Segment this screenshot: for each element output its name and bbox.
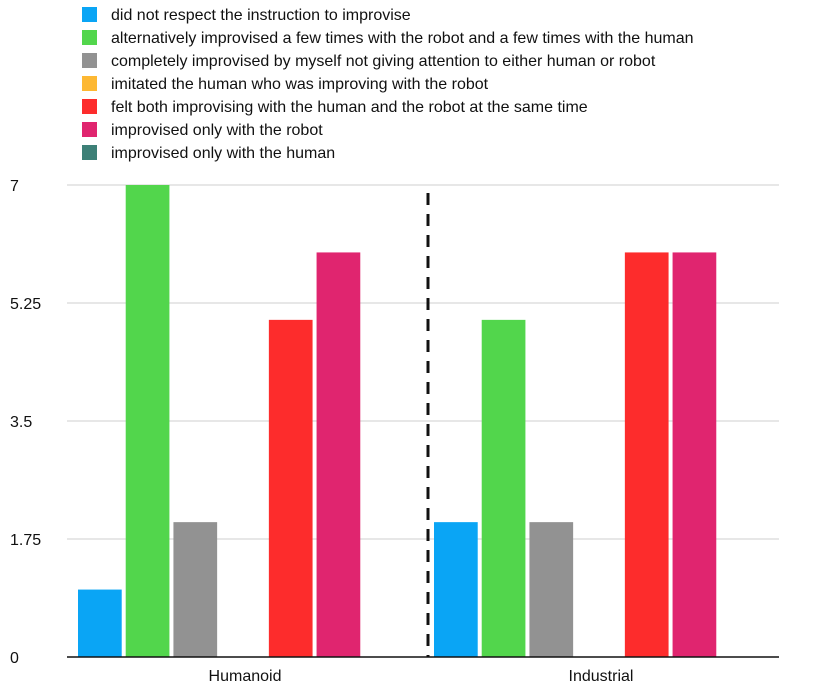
legend-label-5: felt both improvising with the human and… bbox=[111, 99, 588, 116]
x-tick-label-humanoid: Humanoid bbox=[209, 668, 282, 685]
legend-swatch-1 bbox=[82, 7, 97, 22]
bars bbox=[78, 185, 717, 657]
bar-industrial-series-5 bbox=[624, 252, 669, 657]
bar-humanoid-series-2 bbox=[125, 185, 170, 657]
bar-humanoid-series-5 bbox=[268, 319, 313, 657]
x-axis-labels: Humanoid Industrial bbox=[209, 668, 634, 685]
y-tick-label-1: 0 bbox=[10, 650, 19, 667]
gridlines bbox=[67, 184, 779, 540]
y-tick-label-2: 1.75 bbox=[10, 532, 41, 549]
legend-swatch-7 bbox=[82, 145, 97, 160]
x-tick-label-industrial: Industrial bbox=[569, 668, 634, 685]
legend-swatch-3 bbox=[82, 53, 97, 68]
legend-label-3: completely improvised by myself not givi… bbox=[111, 53, 656, 70]
legend-label-6: improvised only with the robot bbox=[111, 122, 323, 139]
bar-industrial-series-2 bbox=[481, 319, 526, 657]
legend-label-2: alternatively improvised a few times wit… bbox=[111, 30, 694, 47]
bar-industrial-series-1 bbox=[434, 522, 478, 657]
legend-label-1: did not respect the instruction to impro… bbox=[111, 7, 411, 24]
y-tick-label-4: 5.25 bbox=[10, 296, 41, 313]
legend-label-7: improvised only with the human bbox=[111, 145, 335, 162]
bar-industrial-series-6 bbox=[672, 252, 717, 657]
legend-swatch-4 bbox=[82, 76, 97, 91]
bar-humanoid-series-3 bbox=[173, 522, 218, 657]
bar-industrial-series-3 bbox=[529, 522, 574, 657]
legend-swatch-2 bbox=[82, 30, 97, 45]
bar-humanoid-series-6 bbox=[316, 252, 361, 657]
y-axis-ticks: 0 1.75 3.5 5.25 7 bbox=[10, 178, 41, 667]
y-tick-label-3: 3.5 bbox=[10, 414, 32, 431]
legend-swatch-6 bbox=[82, 122, 97, 137]
legend: did not respect the instruction to impro… bbox=[82, 7, 694, 162]
bar-humanoid-series-1 bbox=[78, 589, 122, 657]
legend-label-4: imitated the human who was improving wit… bbox=[111, 76, 489, 93]
legend-swatch-5 bbox=[82, 99, 97, 114]
y-tick-label-5: 7 bbox=[10, 178, 19, 195]
